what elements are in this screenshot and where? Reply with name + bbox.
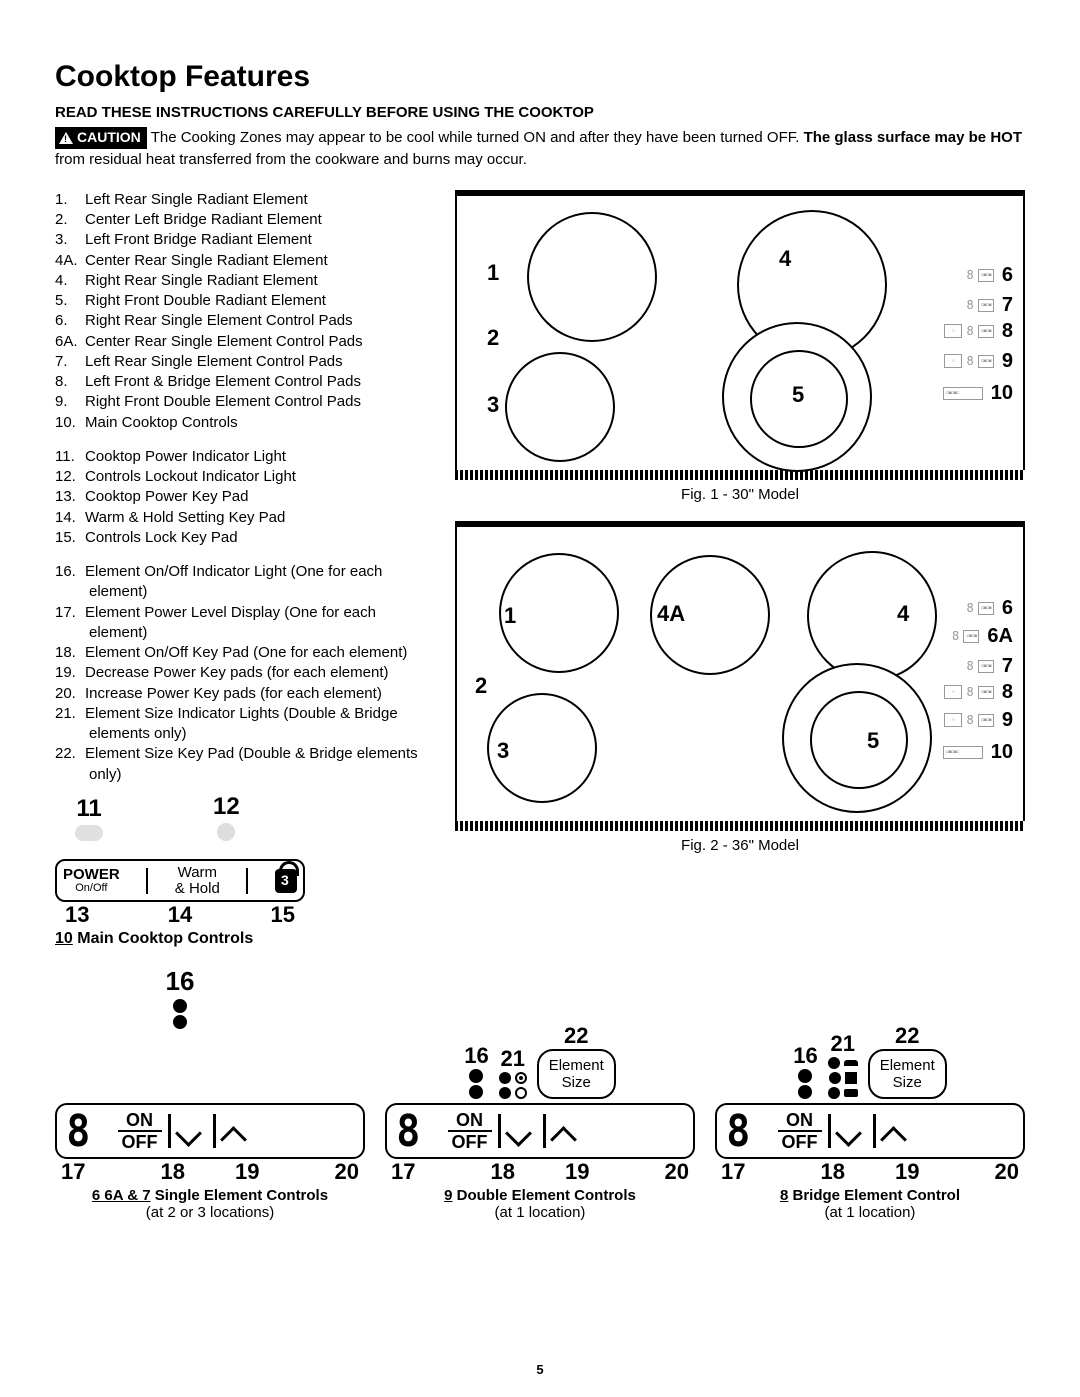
figure-2-caption: Fig. 2 - 36" Model: [455, 837, 1025, 854]
feature-list-c: 16.Element On/Off Indicator Light (One f…: [55, 562, 425, 785]
burner-1: [527, 212, 657, 342]
decrease-icon: [507, 1116, 537, 1146]
feature-item: 14.Warm & Hold Setting Key Pad: [55, 508, 425, 528]
power-display: 8: [396, 1106, 420, 1157]
indicator-16-left: 16: [55, 966, 305, 1029]
indicator-11: 11: [75, 795, 103, 841]
feature-item: 18.Element On/Off Key Pad (One for each …: [55, 643, 425, 663]
label-1: 1: [487, 260, 499, 286]
power-display: 8: [726, 1106, 750, 1157]
element-size-key: ElementSize: [868, 1049, 947, 1099]
label-5: 5: [792, 382, 804, 408]
label-5b: 5: [867, 728, 879, 754]
label-4b: 4: [897, 601, 909, 627]
caution-paragraph: CAUTION The Cooking Zones may appear to …: [55, 127, 1025, 170]
label-4a: 4A: [657, 601, 685, 627]
increase-icon: [552, 1116, 582, 1146]
feature-item: 4.Right Rear Single Radiant Element: [55, 271, 425, 291]
label-2b: 2: [475, 673, 487, 699]
burner-1b: [499, 553, 619, 673]
feature-item: 19.Decrease Power Key pads (for each ele…: [55, 663, 425, 683]
feature-list-a: 1.Left Rear Single Radiant Element2.Cent…: [55, 190, 425, 433]
feature-list-b: 11.Cooktop Power Indicator Light12.Contr…: [55, 447, 425, 548]
page-number: 5: [0, 1362, 1080, 1377]
power-indicator-icon: [75, 825, 103, 841]
lockout-indicator-icon: [217, 823, 235, 841]
label-1b: 1: [504, 603, 516, 629]
feature-item: 1.Left Rear Single Radiant Element: [55, 190, 425, 210]
feature-item: 2.Center Left Bridge Radiant Element: [55, 210, 425, 230]
page-title: Cooktop Features: [55, 60, 1025, 94]
element-size-key: ElementSize: [537, 1049, 616, 1099]
lock-icon: [275, 869, 297, 893]
caution-label: CAUTION: [77, 128, 141, 148]
burner-3: [505, 352, 615, 462]
feature-item: 16.Element On/Off Indicator Light (One f…: [55, 562, 425, 603]
feature-item: 8.Left Front & Bridge Element Control Pa…: [55, 372, 425, 392]
feature-item: 10.Main Cooktop Controls: [55, 413, 425, 433]
single-element-controls: 8 ONOFF 1718 1920 6 6A & 7 Single Elemen…: [55, 1039, 365, 1221]
main-cooktop-controls: POWER On/Off Warm & Hold: [55, 859, 305, 903]
caution-badge: CAUTION: [55, 127, 147, 149]
increase-icon: [882, 1116, 912, 1146]
burner-4b: [807, 551, 937, 681]
feature-item: 17.Element Power Level Display (One for …: [55, 603, 425, 644]
feature-item: 7.Left Rear Single Element Control Pads: [55, 352, 425, 372]
feature-item: 6.Right Rear Single Element Control Pads: [55, 311, 425, 331]
warning-icon: [59, 132, 73, 144]
caution-text: The Cooking Zones may appear to be cool …: [151, 129, 804, 146]
double-element-controls: 16 21 22 ElementSize 8 ONOFF: [385, 1039, 695, 1221]
feature-item: 21.Element Size Indicator Lights (Double…: [55, 704, 425, 745]
label-4: 4: [779, 246, 791, 272]
indicator-12: 12: [213, 793, 240, 841]
bridge-element-controls: 16 21 22 ElementSize 8 ONOFF: [715, 1039, 1025, 1221]
size-indicator-bridge: [828, 1057, 858, 1099]
feature-item: 22.Element Size Key Pad (Double & Bridge…: [55, 744, 425, 785]
feature-item: 12.Controls Lockout Indicator Light: [55, 467, 425, 487]
feature-item: 15.Controls Lock Key Pad: [55, 528, 425, 548]
label-2: 2: [487, 325, 499, 351]
feature-item: 3.Left Front Bridge Radiant Element: [55, 230, 425, 250]
warm-hold-key: Warm & Hold: [175, 865, 220, 897]
decrease-icon: [837, 1116, 867, 1146]
increase-icon: [222, 1116, 252, 1146]
label-3: 3: [487, 392, 499, 418]
feature-item: 6A.Center Rear Single Element Control Pa…: [55, 332, 425, 352]
main-ctrl-numbers: 13 14 15: [55, 902, 305, 928]
power-key: POWER On/Off: [63, 867, 120, 894]
onoff-key: ONOFF: [118, 1111, 162, 1151]
label-3b: 3: [497, 738, 509, 764]
figure-1-caption: Fig. 1 - 30" Model: [455, 486, 1025, 503]
element-controls-row: 8 ONOFF 1718 1920 6 6A & 7 Single Elemen…: [55, 1039, 1025, 1221]
feature-item: 20.Increase Power Key pads (for each ele…: [55, 684, 425, 704]
feature-item: 5.Right Front Double Radiant Element: [55, 291, 425, 311]
caution-bold: The glass surface may be HOT: [804, 129, 1022, 146]
figure-2-cooktop: 1 2 3 4A 4 5 8▫▪▫▪6 8▫▪▫▪6A 8▫▪▫▪7 ◦8▫▪▫…: [455, 521, 1025, 831]
feature-item: 11.Cooktop Power Indicator Light: [55, 447, 425, 467]
burner-5b: [782, 663, 932, 813]
figure-1-cooktop: 1 2 3 4 5 8▫▪▫▪6 8▫▪▫▪7 ◦8▫▪▫▪8 ◦8▫▪▫▪9 …: [455, 190, 1025, 480]
main-ctrl-caption: 10 Main Cooktop Controls: [55, 930, 425, 948]
size-indicator-double: [499, 1072, 527, 1099]
instruction-heading: READ THESE INSTRUCTIONS CAREFULLY BEFORE…: [55, 104, 1025, 121]
feature-item: 13.Cooktop Power Key Pad: [55, 487, 425, 507]
feature-item: 9.Right Front Double Element Control Pad…: [55, 392, 425, 412]
feature-item: 4A.Center Rear Single Radiant Element: [55, 251, 425, 271]
decrease-icon: [177, 1116, 207, 1146]
caution-text-2: from residual heat transferred from the …: [55, 151, 527, 168]
power-display: 8: [66, 1106, 90, 1157]
